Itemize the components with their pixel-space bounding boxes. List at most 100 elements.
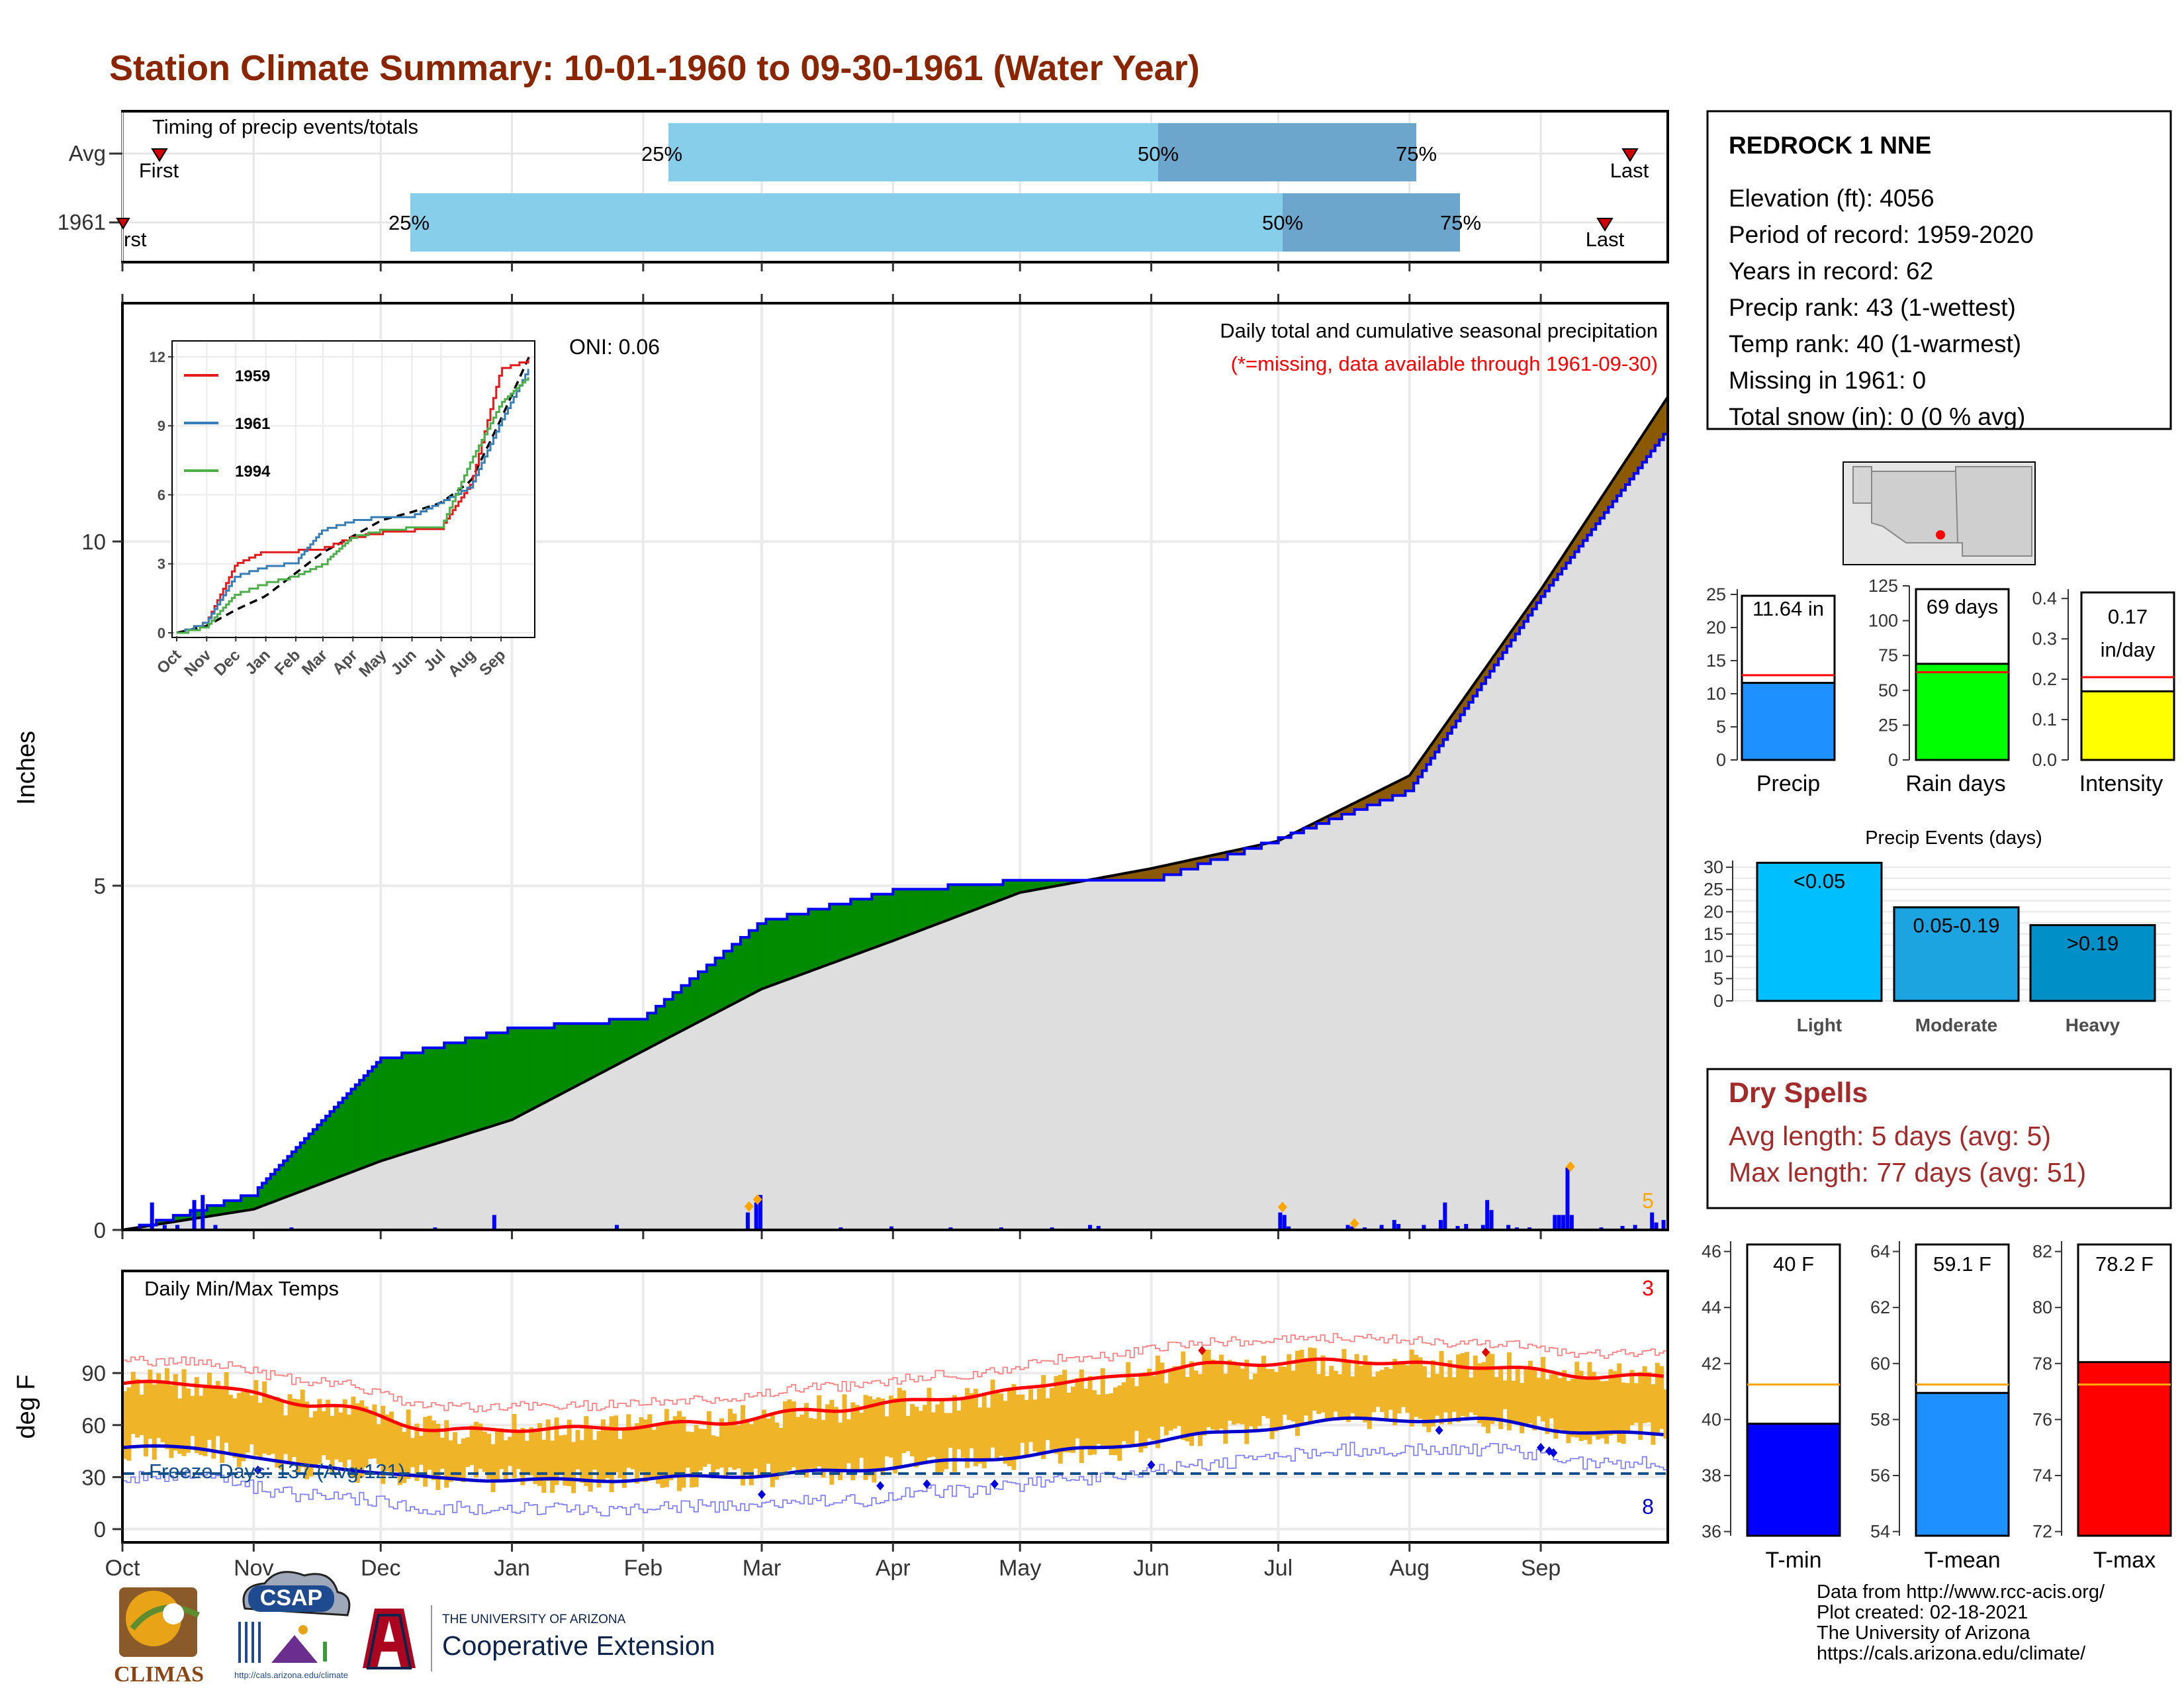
daily-temp-bar: [520, 1427, 525, 1485]
daily-temp-bar: [1655, 1362, 1660, 1434]
month-label: Oct: [105, 1556, 140, 1581]
wetter-than-avg-fill: [740, 937, 745, 1001]
intensity-unit-label: in/day: [2101, 638, 2156, 661]
daily-temp-bar: [1574, 1362, 1580, 1438]
daily-temp-bar: [1197, 1374, 1203, 1446]
extreme-precip-marker: [752, 1194, 762, 1205]
record-high-marker: [1198, 1346, 1206, 1356]
station-line-3: Precip rank: 43 (1-wettest): [1729, 294, 2016, 321]
wetter-than-avg-fill: [964, 884, 970, 914]
daily-temp-bar: [876, 1397, 881, 1472]
daily-temp-bar: [639, 1417, 644, 1472]
wetter-than-avg-fill: [761, 923, 766, 990]
daily-temp-bar: [567, 1419, 572, 1487]
inset-series-line: [177, 377, 529, 634]
daily-temp-bar: [1536, 1378, 1541, 1417]
daily-temp-bar: [1244, 1359, 1250, 1444]
daily-temp-bar: [656, 1424, 661, 1484]
daily-temp-bar: [143, 1382, 148, 1457]
month-label: Jan: [494, 1556, 530, 1581]
daily-temp-bar: [1439, 1350, 1444, 1425]
daily-temp-bar: [927, 1387, 932, 1458]
daily-temp-bar: [761, 1409, 766, 1477]
daily-temp-bar: [490, 1444, 496, 1493]
daily-temp-bar: [1181, 1351, 1186, 1440]
daily-temp-bar: [512, 1413, 517, 1478]
daily-temp-bar: [220, 1388, 225, 1464]
daily-temp-bar: [1232, 1361, 1237, 1425]
inset-legend-label: 1959: [235, 367, 270, 385]
daily-temp-bar: [257, 1403, 263, 1458]
wetter-than-avg-fill: [456, 1042, 462, 1138]
daily-precip-bar: [758, 1195, 763, 1230]
daily-temp-bar: [1541, 1357, 1546, 1422]
daily-temp-bar: [249, 1395, 254, 1444]
tmax-label: T-max: [2093, 1548, 2156, 1573]
daily-temp-bar: [1379, 1370, 1385, 1413]
inset-series-line: [177, 369, 529, 634]
daily-temp-bar: [690, 1432, 695, 1488]
daily-temp-bar: [1096, 1394, 1101, 1444]
wetter-than-avg-fill: [406, 1052, 411, 1154]
rain-days-ytick-label: 125: [1868, 576, 1898, 596]
wetter-than-avg-fill: [821, 908, 826, 968]
daily-temp-bar: [1257, 1364, 1262, 1427]
daily-temp-bar: [558, 1435, 563, 1473]
wetter-than-avg-fill: [931, 888, 936, 927]
wetter-than-avg-fill: [528, 1027, 534, 1112]
daily-temp-bar: [749, 1424, 754, 1485]
precip-ytick-label: 5: [94, 874, 106, 898]
wetter-than-avg-fill: [338, 1102, 343, 1178]
daily-temp-bar: [986, 1407, 991, 1460]
daily-temp-bar: [1240, 1368, 1245, 1425]
wetter-than-avg-fill: [876, 894, 881, 948]
daily-temp-bar: [1248, 1379, 1253, 1427]
daily-temp-bar: [190, 1395, 195, 1436]
climas-label: CLIMAS: [114, 1662, 204, 1687]
rain-days-bar: [1915, 663, 2010, 761]
daily-temp-bar: [1524, 1368, 1529, 1425]
temp-bar-ytick-label: 40: [1702, 1409, 1721, 1429]
daily-temp-bar: [1206, 1349, 1211, 1427]
daily-temp-bar: [194, 1377, 199, 1454]
temp-plot: [122, 1333, 1668, 1517]
daily-temp-bar: [1062, 1370, 1068, 1452]
wetter-than-avg-fill: [245, 1195, 250, 1211]
daily-precip-bar: [1396, 1223, 1401, 1230]
daily-temp-bar: [923, 1405, 928, 1461]
inset-ytick-label: 0: [158, 625, 165, 641]
wetter-than-avg-fill: [968, 884, 974, 913]
daily-temp-bar: [1481, 1362, 1486, 1427]
temp-bar-ytick-label: 42: [1702, 1354, 1721, 1374]
intensity-chart: 0.0 0.1 0.2 0.3 0.4 0.17 in/day Intensity: [2032, 588, 2175, 796]
wetter-than-avg-fill: [562, 1023, 568, 1094]
daily-temp-bar: [948, 1413, 953, 1448]
wetter-than-avg-fill: [567, 1023, 572, 1092]
daily-precip-bar: [1480, 1225, 1485, 1230]
daily-temp-bar: [571, 1442, 576, 1493]
daily-temp-bar: [1617, 1363, 1622, 1443]
wetter-than-avg-fill: [985, 884, 991, 906]
daily-temp-bar: [1087, 1376, 1093, 1456]
daily-temp-bar: [1583, 1377, 1588, 1440]
wetter-than-avg-fill: [786, 914, 792, 980]
daily-temp-bar: [592, 1440, 598, 1470]
daily-temp-bar: [1515, 1366, 1520, 1425]
temp-bar-ytick-label: 74: [2032, 1466, 2052, 1485]
avg-max-temp-line: [122, 1357, 1664, 1433]
avg-75-label: 75%: [1396, 142, 1437, 165]
wetter-than-avg-fill: [668, 999, 674, 1039]
daily-temp-bar: [617, 1438, 623, 1479]
daily-temp-bar: [1130, 1378, 1135, 1446]
daily-temp-bar: [711, 1435, 716, 1479]
daily-temp-bar: [1621, 1382, 1626, 1444]
wetter-than-avg-fill: [871, 894, 877, 949]
daily-precip-bar: [1464, 1223, 1469, 1230]
ua-extension-label: Cooperative Extension: [442, 1630, 715, 1661]
wetter-than-avg-fill: [880, 894, 886, 946]
daily-temp-bar: [1430, 1360, 1435, 1427]
daily-temp-bar: [478, 1423, 483, 1469]
record-low-marker: [876, 1481, 885, 1491]
daily-temp-bar: [1151, 1376, 1156, 1440]
